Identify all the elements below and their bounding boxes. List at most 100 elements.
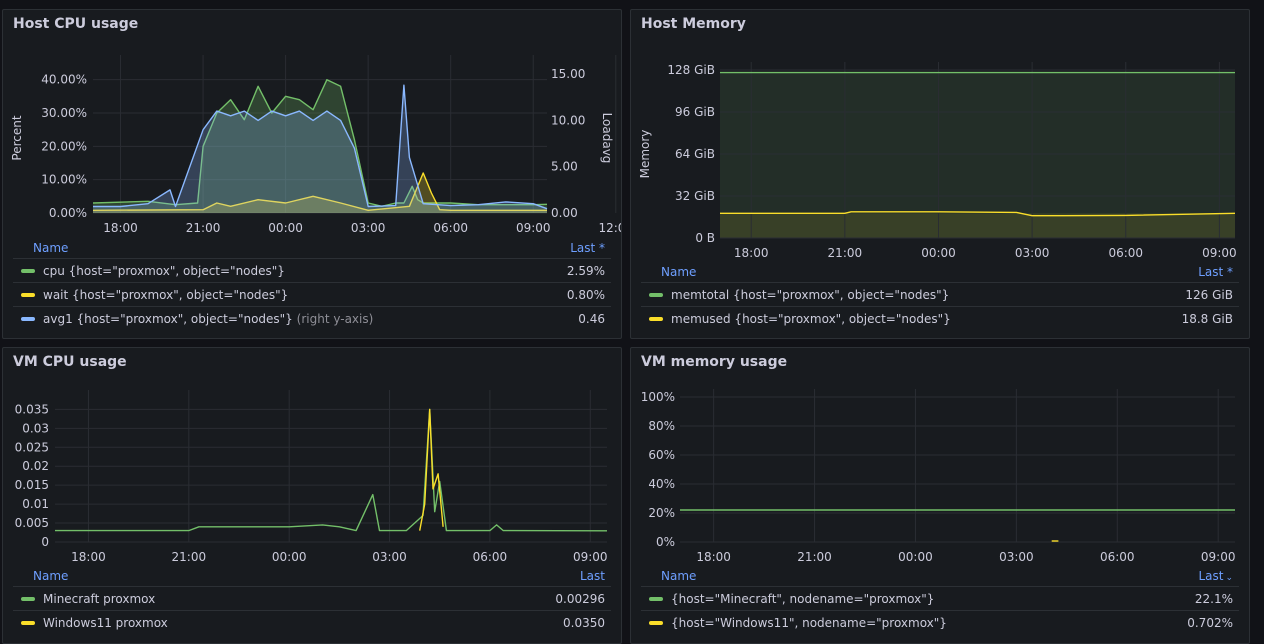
x-tick-label: 21:00 xyxy=(797,550,832,564)
legend-series-value: 0.46 xyxy=(578,312,605,326)
x-tick-label: 09:00 xyxy=(573,550,608,564)
y-tick-label: 0.00% xyxy=(49,206,87,220)
legend-name-header[interactable]: Name xyxy=(33,569,69,583)
x-tick-label: 03:00 xyxy=(999,550,1034,564)
y-tick-label: 96 GiB xyxy=(675,105,715,119)
legend-series-name[interactable]: {host="Minecraft", nodename="proxmox"} xyxy=(671,592,935,606)
series-line xyxy=(92,79,548,207)
legend-series-value: 22.1% xyxy=(1194,592,1233,606)
host-memory-panel: Host Memory 0 B 32 GiB 64 GiB 96 GiB 128 GiB… xyxy=(630,9,1250,339)
legend-row-minecraft[interactable]: {host="Minecraft", nodename="proxmox"} 2… xyxy=(641,586,1239,611)
y-tick-label: 0.025 xyxy=(15,440,49,454)
legend-name-header[interactable]: Name xyxy=(661,569,697,583)
legend-header: Name Last * xyxy=(631,262,1249,282)
legend-series-value: 0.702% xyxy=(1187,616,1233,630)
legend-series-name[interactable]: {host="Windows11", nodename="proxmox"} xyxy=(671,616,947,630)
series-line xyxy=(55,408,608,532)
legend-row-windows11[interactable]: Windows11 proxmox 0.0350 xyxy=(13,610,611,635)
vm-cpu-chart[interactable]: 0 0.005 0.01 0.015 0.02 0.025 0.03 0.035 18:00 21… xyxy=(3,348,622,570)
series-color-swatch xyxy=(21,317,35,321)
y-tick-label: 10.00% xyxy=(41,173,87,187)
x-tick-label: 06:00 xyxy=(473,550,508,564)
legend-name-header[interactable]: Name xyxy=(33,241,69,255)
panel-title[interactable]: Host CPU usage xyxy=(13,16,139,32)
x-tick-label: 18:00 xyxy=(103,221,138,235)
series-color-swatch xyxy=(21,293,35,297)
x-tick-label: 06:00 xyxy=(1108,246,1143,260)
x-tick-label: 03:00 xyxy=(372,550,407,564)
y-axis-label: Memory xyxy=(638,130,652,179)
panel-title[interactable]: VM memory usage xyxy=(641,354,788,370)
x-tick-label: 06:00 xyxy=(433,221,468,235)
y-tick-label: 128 GiB xyxy=(667,63,715,77)
host-memory-chart[interactable]: 0 B 32 GiB 64 GiB 96 GiB 128 GiB 18:00 21:00 00… xyxy=(631,10,1250,265)
y-tick-label: 40.00% xyxy=(41,73,87,87)
series-line xyxy=(93,84,548,210)
y-tick-label: 0% xyxy=(656,535,675,549)
legend-row-wait[interactable]: wait {host="proxmox", object="nodes"} 0.… xyxy=(13,282,611,307)
x-tick-label: 18:00 xyxy=(71,550,106,564)
series-line xyxy=(720,211,1236,217)
series-color-swatch xyxy=(649,597,663,601)
legend-row-minecraft[interactable]: Minecraft proxmox 0.00296 xyxy=(13,586,611,611)
panel-title[interactable]: VM CPU usage xyxy=(13,354,127,370)
x-tick-label: 03:00 xyxy=(1015,246,1050,260)
legend-series-value: 18.8 GiB xyxy=(1181,312,1233,326)
legend-row-cpu[interactable]: cpu {host="proxmox", object="nodes"} 2.5… xyxy=(13,258,611,283)
y-tick-label: 0.035 xyxy=(15,402,49,416)
vm-memory-chart[interactable]: 0% 20% 40% 60% 80% 100% 18:00 21:00 00:00 03:00 06… xyxy=(631,348,1250,570)
y-tick-label: 64 GiB xyxy=(675,147,715,161)
legend-series-name[interactable]: Windows11 proxmox xyxy=(43,616,168,630)
grid-lines xyxy=(680,389,1235,543)
series-color-swatch xyxy=(21,597,35,601)
y-tick-label: 20.00% xyxy=(41,139,87,153)
x-tick-label: 09:00 xyxy=(516,221,551,235)
y-right-tick-label: 10.00 xyxy=(551,113,585,127)
y-tick-label: 0.03 xyxy=(22,421,49,435)
legend-last-header[interactable]: Last * xyxy=(570,241,605,255)
legend-series-name[interactable]: cpu {host="proxmox", object="nodes"} xyxy=(43,264,285,278)
legend-header: Name Last ⌄ xyxy=(631,566,1249,586)
legend-series-name[interactable]: memtotal {host="proxmox", object="nodes"… xyxy=(671,288,950,302)
vm-cpu-panel: VM CPU usage 0 0.005 0.01 0.015 0.02 0.025 0.0… xyxy=(2,347,622,644)
legend-series-name[interactable]: avg1 {host="proxmox", object="nodes"} (r… xyxy=(43,312,374,326)
legend-last-header[interactable]: Last * xyxy=(1198,265,1233,279)
series-color-swatch xyxy=(21,269,35,273)
series-line xyxy=(419,408,444,531)
y-right-axis-label: Loadavg xyxy=(600,113,614,164)
legend-last-header[interactable]: Last ⌄ xyxy=(1198,569,1233,583)
host-cpu-panel: Host CPU usage 0.00% 10.00% 20.00% 30.00% 40… xyxy=(2,9,622,339)
host-cpu-chart[interactable]: 0.00% 10.00% 20.00% 30.00% 40.00% 18:00 21:00 0… xyxy=(3,10,622,240)
series-color-swatch xyxy=(21,621,35,625)
y-tick-label: 40% xyxy=(648,477,675,491)
legend-series-name[interactable]: Minecraft proxmox xyxy=(43,592,156,606)
legend-row-windows11[interactable]: {host="Windows11", nodename="proxmox"} 0… xyxy=(641,610,1239,635)
legend-last-header[interactable]: Last xyxy=(580,569,605,583)
x-tick-label: 00:00 xyxy=(272,550,307,564)
y-tick-label: 0 xyxy=(41,535,49,549)
series-area xyxy=(93,79,547,213)
series-area xyxy=(93,173,547,213)
y-tick-label: 0.02 xyxy=(22,459,49,473)
x-tick-label: 21:00 xyxy=(186,221,221,235)
series-color-swatch xyxy=(649,317,663,321)
y-tick-label: 30.00% xyxy=(41,106,87,120)
legend-row-memtotal[interactable]: memtotal {host="proxmox", object="nodes"… xyxy=(641,282,1239,307)
legend-name-header[interactable]: Name xyxy=(661,265,697,279)
legend-series-value: 126 GiB xyxy=(1185,288,1233,302)
legend-series-value: 2.59% xyxy=(566,264,605,278)
series-area xyxy=(93,85,547,213)
y-tick-label: 0.015 xyxy=(15,478,49,492)
x-tick-label: 09:00 xyxy=(1202,246,1237,260)
legend-header: Name Last xyxy=(3,566,621,586)
y-right-tick-label: 0.00 xyxy=(551,206,578,220)
legend-row-avg1[interactable]: avg1 {host="proxmox", object="nodes"} (r… xyxy=(13,306,611,331)
legend-row-memused[interactable]: memused {host="proxmox", object="nodes"}… xyxy=(641,306,1239,331)
panel-title[interactable]: Host Memory xyxy=(641,16,746,32)
legend-series-name[interactable]: wait {host="proxmox", object="nodes"} xyxy=(43,288,289,302)
x-tick-label: 12:00 xyxy=(598,221,622,235)
y-tick-label: 20% xyxy=(648,506,675,520)
x-tick-label: 18:00 xyxy=(734,246,769,260)
y-tick-label: 0.005 xyxy=(15,516,49,530)
legend-series-name[interactable]: memused {host="proxmox", object="nodes"} xyxy=(671,312,951,326)
